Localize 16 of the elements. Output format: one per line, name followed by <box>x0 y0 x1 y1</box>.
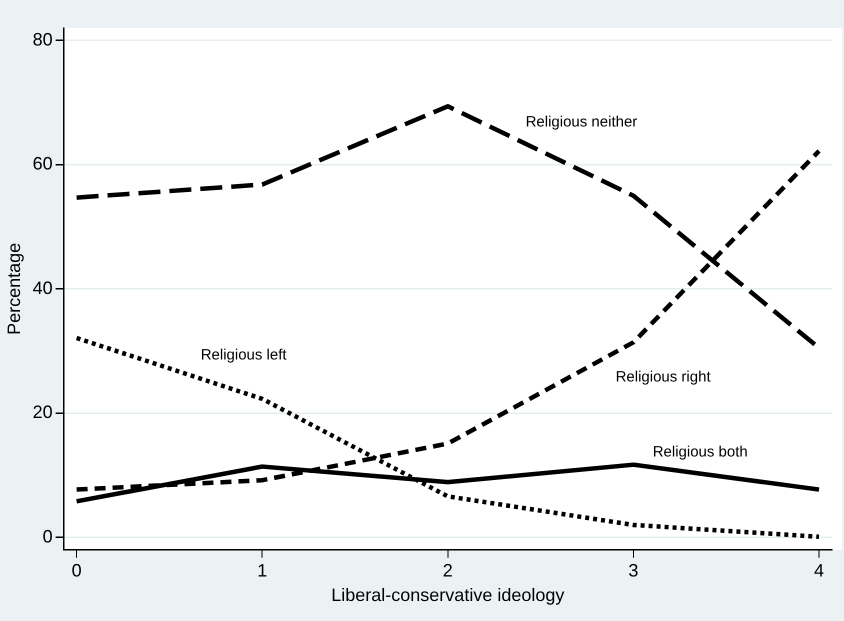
x-tick-label: 4 <box>814 560 824 581</box>
x-tick-label: 1 <box>257 560 268 581</box>
x-tick-label: 2 <box>442 560 453 581</box>
y-tick-label: 20 <box>32 402 53 422</box>
series-label: Religious both <box>652 443 748 460</box>
y-tick-label: 80 <box>32 29 53 50</box>
series-label: Religious left <box>200 346 287 364</box>
x-tick-label: 0 <box>72 560 82 581</box>
series-label: Religious right <box>616 368 711 386</box>
x-tick-label: 3 <box>628 560 638 581</box>
y-tick-label: 40 <box>32 278 53 298</box>
series-label: Religious neither <box>526 113 638 130</box>
y-tick-label: 0 <box>42 526 53 546</box>
y-tick-label: 60 <box>32 154 53 174</box>
y-axis-title: Percentage <box>4 242 24 335</box>
x-axis-title: Liberal-conservative ideology <box>331 585 564 606</box>
